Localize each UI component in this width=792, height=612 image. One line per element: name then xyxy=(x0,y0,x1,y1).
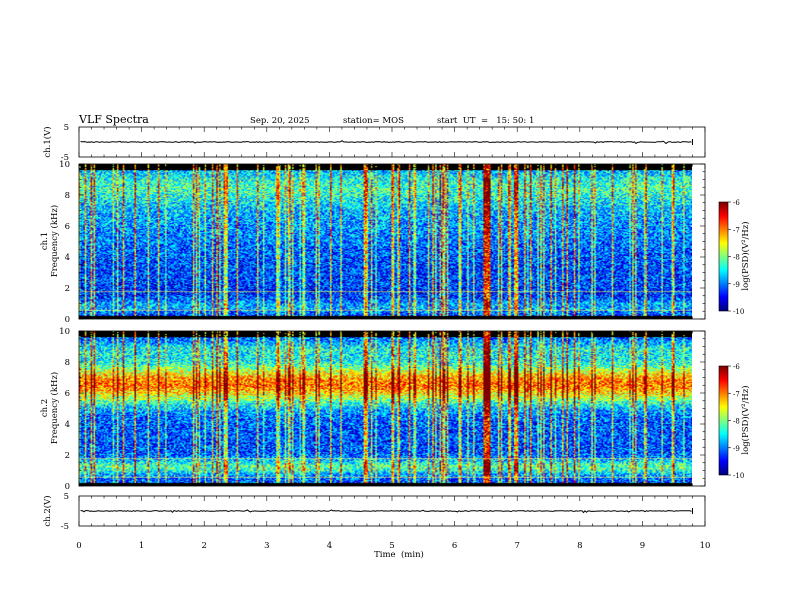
waveform-line xyxy=(80,509,692,514)
y-tick-label: 6 xyxy=(65,222,70,232)
x-tick-label: 4 xyxy=(327,541,332,551)
ch1-waveform-ticks xyxy=(78,127,706,157)
x-axis-ticklabels: 0 1 2 3 4 5 6 7 8 9 10 xyxy=(76,541,710,551)
ch2-waveform-trace xyxy=(80,508,693,514)
colorbar-tick-label: -6 xyxy=(733,363,740,371)
ch2-channel-label: ch.2 xyxy=(40,399,50,417)
colorbar-tick-label: -7 xyxy=(733,390,740,398)
x-tick-label: 8 xyxy=(577,541,582,551)
ch2-waveform-panel: 5 -5 ch.2(V) xyxy=(42,492,706,532)
ch2-wave-ylabel: ch.2(V) xyxy=(42,495,53,526)
y-tick-label: 10 xyxy=(59,327,70,337)
ch1-spectrogram-image xyxy=(79,164,692,319)
y-tick-label: 2 xyxy=(65,451,70,461)
ch1-frequency-label: Frequency (kHz) xyxy=(49,205,60,277)
x-tick-label: 1 xyxy=(139,541,144,551)
x-tick-label: 0 xyxy=(76,541,81,551)
ch1-colorbar-image xyxy=(719,202,728,311)
colorbar-tick-label: -9 xyxy=(733,445,740,453)
ch2-spectrogram-image xyxy=(79,331,692,486)
x-tick-label: 3 xyxy=(264,541,269,551)
x-tick-label: 6 xyxy=(452,541,457,551)
colorbar-tick-label: -8 xyxy=(733,254,740,262)
start-time-label: start UT = 15: 50: 1 xyxy=(437,116,534,126)
x-tick-label: 9 xyxy=(640,541,645,551)
colorbar-tick-label: -6 xyxy=(733,199,740,207)
ch2-spectrogram-ticks xyxy=(78,330,706,487)
x-tick-label: 2 xyxy=(201,541,206,551)
y-tick-label: 4 xyxy=(65,253,70,263)
colorbar-tick-label: -10 xyxy=(733,472,744,480)
ch2-wave-ytick-bottom: -5 xyxy=(61,522,69,532)
x-axis-label: Time (min) xyxy=(374,549,424,560)
ch1-wave-ylabel: ch.1(V) xyxy=(42,126,53,157)
y-tick-label: 4 xyxy=(65,420,70,430)
colorbar-tick-label: -7 xyxy=(733,226,740,234)
ch1-channel-label: ch.1 xyxy=(40,232,50,250)
colorbar-tick-label: -10 xyxy=(733,308,744,316)
ch2-colorbar-ticks: -6 -7 -8 -9 -10 xyxy=(728,363,744,480)
x-tick-label: 7 xyxy=(514,541,519,551)
ch2-spectrogram-yticklabels: 0 2 4 6 8 10 xyxy=(59,327,70,492)
y-tick-label: 8 xyxy=(65,191,70,201)
x-tick-label: 10 xyxy=(700,541,711,551)
ch2-frequency-label: Frequency (kHz) xyxy=(49,372,60,444)
figure-title: VLF Spectra xyxy=(78,113,149,126)
ch1-colorbar-ticks: -6 -7 -8 -9 -10 xyxy=(728,199,744,316)
y-tick-label: 0 xyxy=(65,482,70,492)
colorbar-tick-label: -9 xyxy=(733,281,740,289)
ch1-waveform-panel: 5 -5 ch.1(V) xyxy=(42,123,706,163)
y-tick-label: 6 xyxy=(65,389,70,399)
ch2-colorbar-image xyxy=(719,366,728,475)
ch1-colorbar-label: log(PSD)(V²/Hz) xyxy=(740,221,751,290)
ch2-spectrogram-panel: 0 2 4 6 8 10 ch.2 Frequency (kHz) -6 -7 -8 -9 -10… xyxy=(40,327,751,492)
ch2-wave-ytick-top: 5 xyxy=(64,492,69,502)
figure-header: VLF Spectra Sep. 20, 2025 station= MOS s… xyxy=(78,113,534,126)
ch1-spectrogram-panel: 0 2 4 6 8 10 ch.1 Frequency (kHz) -6 -7 -8 -9 -10… xyxy=(40,160,751,325)
y-tick-label: 8 xyxy=(65,358,70,368)
ch1-spectrogram-yticklabels: 0 2 4 6 8 10 xyxy=(59,160,70,325)
ch2-colorbar-label: log(PSD)(V²/Hz) xyxy=(740,385,751,454)
station-label: station= MOS xyxy=(343,116,404,126)
ch1-spectrogram-ticks xyxy=(78,163,706,320)
ch2-waveform-ticks xyxy=(78,496,706,526)
ch1-waveform-trace xyxy=(80,139,693,145)
y-tick-label: 2 xyxy=(65,284,70,294)
y-tick-label: 0 xyxy=(65,315,70,325)
colorbar-tick-label: -8 xyxy=(733,418,740,426)
ch1-wave-ytick-top: 5 xyxy=(64,123,69,133)
y-tick-label: 10 xyxy=(59,160,70,170)
ch1-wave-ytick-bottom: -5 xyxy=(61,153,69,163)
x-tick-label: 5 xyxy=(389,541,394,551)
date-label: Sep. 20, 2025 xyxy=(250,116,310,126)
waveform-line xyxy=(80,139,692,145)
